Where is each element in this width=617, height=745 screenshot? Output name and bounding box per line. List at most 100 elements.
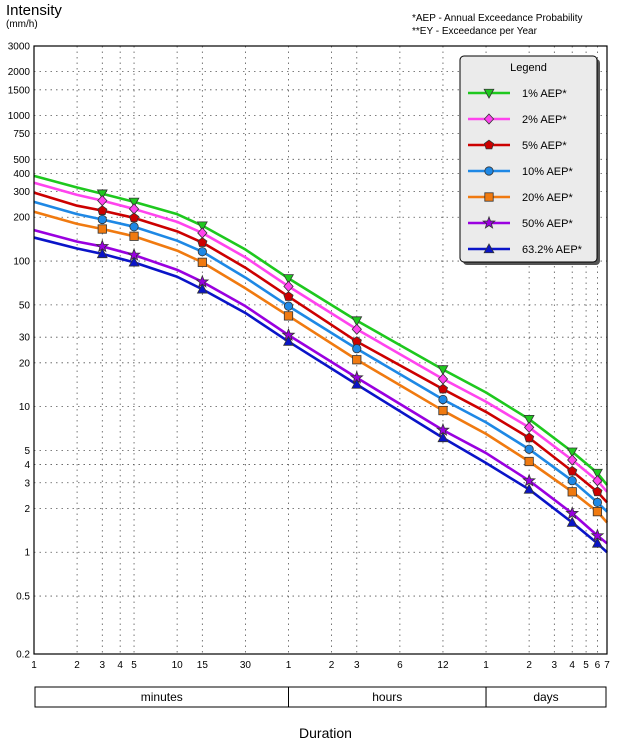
x-tick-label: 2 [74,660,80,671]
marker-diamond [97,195,108,207]
x-tick-label: 3 [552,660,558,671]
marker-triangle-up [437,432,449,443]
marker-circle [592,497,603,507]
x-tick-label: 15 [197,660,209,671]
marker-triangle-up [96,248,108,259]
x-tick-label: 1 [286,660,292,671]
y-tick-label: 2 [24,504,30,515]
marker-triangle-up [128,256,140,267]
marker-triangle-down [437,365,449,376]
y-tick-label: 20 [19,358,31,369]
marker-star [565,506,580,520]
marker-triangle-up [282,335,295,346]
marker-diamond [128,203,140,215]
marker-pentagon [567,465,578,476]
grid-lines [34,46,607,654]
marker-square [438,405,448,416]
series-line [33,236,608,554]
y-tick-label: 500 [13,155,30,166]
duration-group-label: days [533,690,558,704]
marker-circle [567,476,577,486]
marker-triangle-up [566,516,578,527]
y-tick-label: 4 [24,460,30,471]
marker-square [283,311,294,321]
x-tick-label: 2 [329,660,335,671]
legend-label: 10% AEP* [522,166,573,178]
marker-square [484,192,494,202]
legend-box [459,55,598,263]
y-tick-labels: 0.2 0.5 1 2 3 4 5 10 20 30 50 100 200 300 400 500 750 100… [8,42,31,661]
marker-diamond [592,475,603,487]
legend-label: 50% AEP* [522,218,573,230]
marker-triangle-down [96,189,108,200]
legend-label: 20% AEP* [522,192,573,204]
ey-footnote: **EY - Exceedance per Year [412,26,537,37]
x-axis-title: Duration [299,725,352,741]
marker-pentagon [592,486,603,497]
y-tick-label: 0.2 [16,650,30,661]
y-tick-label: 100 [13,257,30,268]
marker-circle [97,214,107,225]
legend-title: Legend [510,62,547,74]
y-tick-label: 750 [13,129,30,140]
marker-triangle-down [282,274,295,285]
x-tick-label: 3 [100,660,106,671]
x-tick-label: 4 [117,660,123,671]
y-tick-label: 10 [19,402,31,413]
marker-square [567,487,577,497]
marker-star [482,215,496,229]
y-tick-label: 3 [24,478,30,489]
marker-circle [438,394,448,405]
marker-triangle-down [351,316,363,327]
marker-circle [129,222,139,232]
plot-frame [33,45,608,655]
marker-square [352,355,362,365]
marker-square [592,507,603,517]
x-tick-label: 12 [437,660,449,671]
y-tick-label: 1 [24,548,30,559]
marker-diamond [197,227,208,239]
y-tick-label: 300 [13,187,30,198]
marker-diamond [567,454,578,466]
legend: Legend 1% AEP* 2% AEP* 5% AEP* 10% AEP* 20% A… [459,55,600,265]
marker-triangle-down [566,447,578,458]
x-tick-label: 30 [240,660,252,671]
x-tick-label: 6 [595,660,601,671]
marker-triangle-up [483,243,495,254]
marker-pentagon [197,237,208,247]
marker-pentagon [437,383,449,394]
marker-pentagon [524,432,535,443]
duration-group-label: minutes [141,690,183,704]
y-tick-label: 400 [13,169,30,180]
marker-diamond [483,113,495,125]
y-axis-unit: (mm/h) [6,19,38,30]
y-tick-label: 200 [13,213,30,224]
legend-label: 2% AEP* [522,114,567,126]
marker-circle [283,301,294,311]
duration-group-box [485,686,607,708]
marker-square [197,257,207,267]
x-tick-label: 7 [604,660,610,671]
marker-pentagon [483,139,495,150]
marker-triangle-up [591,537,603,548]
legend-label: 5% AEP* [522,140,567,152]
duration-group-label: hours [372,690,402,704]
marker-triangle-up [196,283,208,294]
x-tick-label: 5 [131,660,137,671]
aep-footnote: *AEP - Annual Exceedance Probability [412,13,583,24]
x-tick-label: 3 [354,660,360,671]
marker-triangle-down [483,88,495,99]
y-tick-label: 30 [19,333,31,344]
y-tick-label: 5 [24,446,30,457]
x-tick-label: 5 [583,660,589,671]
marker-diamond [437,373,449,385]
x-tick-label: 6 [397,660,403,671]
marker-square [97,224,107,234]
marker-star [522,473,537,487]
x-tick-label: 1 [483,660,489,671]
marker-triangle-up [351,378,363,389]
marker-circle [352,344,362,354]
series-markers [95,189,605,548]
y-tick-label: 2000 [8,67,31,78]
